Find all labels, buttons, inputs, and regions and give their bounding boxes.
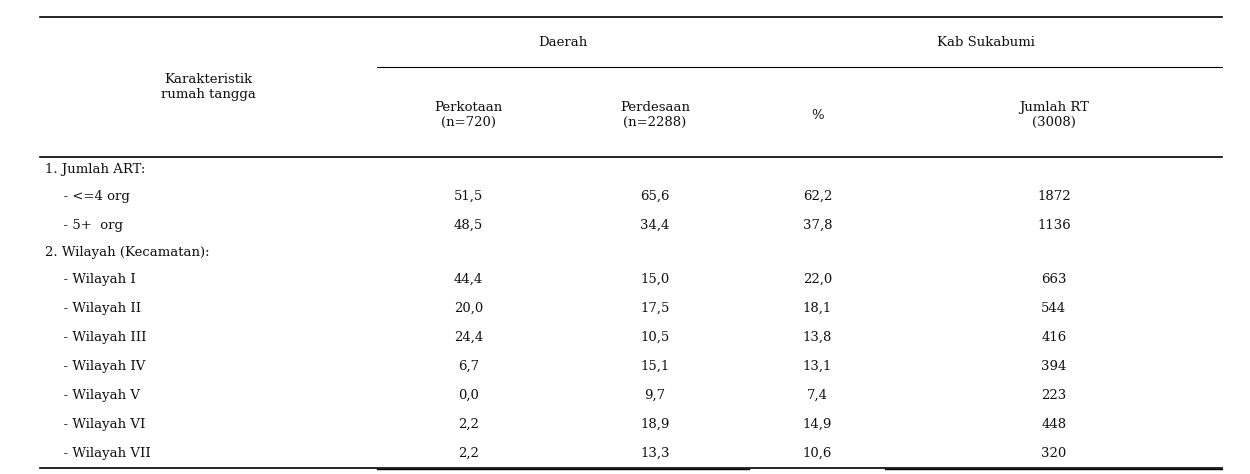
Text: 7,4: 7,4 [808,389,828,402]
Text: 18,1: 18,1 [802,302,832,315]
Text: 0,0: 0,0 [459,389,479,402]
Text: 37,8: 37,8 [802,219,832,232]
Text: Karakteristik
rumah tangga: Karakteristik rumah tangga [161,73,256,101]
Text: 24,4: 24,4 [454,331,484,344]
Text: - Wilayah V: - Wilayah V [55,389,140,402]
Text: Daerah: Daerah [539,36,588,49]
Text: 1872: 1872 [1038,190,1071,203]
Text: 22,0: 22,0 [802,273,832,286]
Text: 2. Wilayah (Kecamatan):: 2. Wilayah (Kecamatan): [45,246,210,259]
Text: 20,0: 20,0 [454,302,484,315]
Text: 544: 544 [1041,302,1066,315]
Text: 13,3: 13,3 [640,447,670,460]
Text: 44,4: 44,4 [454,273,484,286]
Text: - 5+  org: - 5+ org [55,219,123,232]
Text: 65,6: 65,6 [640,190,670,203]
Text: 394: 394 [1041,360,1066,373]
Text: - Wilayah VI: - Wilayah VI [55,418,145,431]
Text: 10,6: 10,6 [802,447,832,460]
Text: - Wilayah IV: - Wilayah IV [55,360,145,373]
Text: 15,1: 15,1 [640,360,670,373]
Text: Jumlah RT
(3008): Jumlah RT (3008) [1019,101,1089,129]
Text: 10,5: 10,5 [640,331,670,344]
Text: 6,7: 6,7 [458,360,479,373]
Text: 416: 416 [1041,331,1066,344]
Text: Perdesaan
(n=2288): Perdesaan (n=2288) [620,101,690,129]
Text: 1136: 1136 [1038,219,1071,232]
Text: - Wilayah III: - Wilayah III [55,331,146,344]
Text: 51,5: 51,5 [454,190,484,203]
Text: 48,5: 48,5 [454,219,484,232]
Text: 223: 223 [1041,389,1066,402]
Text: - Wilayah II: - Wilayah II [55,302,141,315]
Text: 320: 320 [1041,447,1066,460]
Text: 34,4: 34,4 [640,219,670,232]
Text: 448: 448 [1041,418,1066,431]
Text: 9,7: 9,7 [644,389,665,402]
Text: Perkotaan
(n=720): Perkotaan (n=720) [435,101,502,129]
Text: - <=4 org: - <=4 org [55,190,130,203]
Text: 18,9: 18,9 [640,418,670,431]
Text: 13,1: 13,1 [802,360,832,373]
Text: 663: 663 [1041,273,1066,286]
Text: 2,2: 2,2 [459,447,479,460]
Text: 2,2: 2,2 [459,418,479,431]
Text: Kab Sukabumi: Kab Sukabumi [938,36,1035,49]
Text: 14,9: 14,9 [802,418,832,431]
Text: 17,5: 17,5 [640,302,670,315]
Text: 1. Jumlah ART:: 1. Jumlah ART: [45,163,145,176]
Text: 15,0: 15,0 [640,273,670,286]
Text: 62,2: 62,2 [802,190,832,203]
Text: - Wilayah VII: - Wilayah VII [55,447,151,460]
Text: %: % [811,109,824,122]
Text: - Wilayah I: - Wilayah I [55,273,136,286]
Text: 13,8: 13,8 [802,331,832,344]
